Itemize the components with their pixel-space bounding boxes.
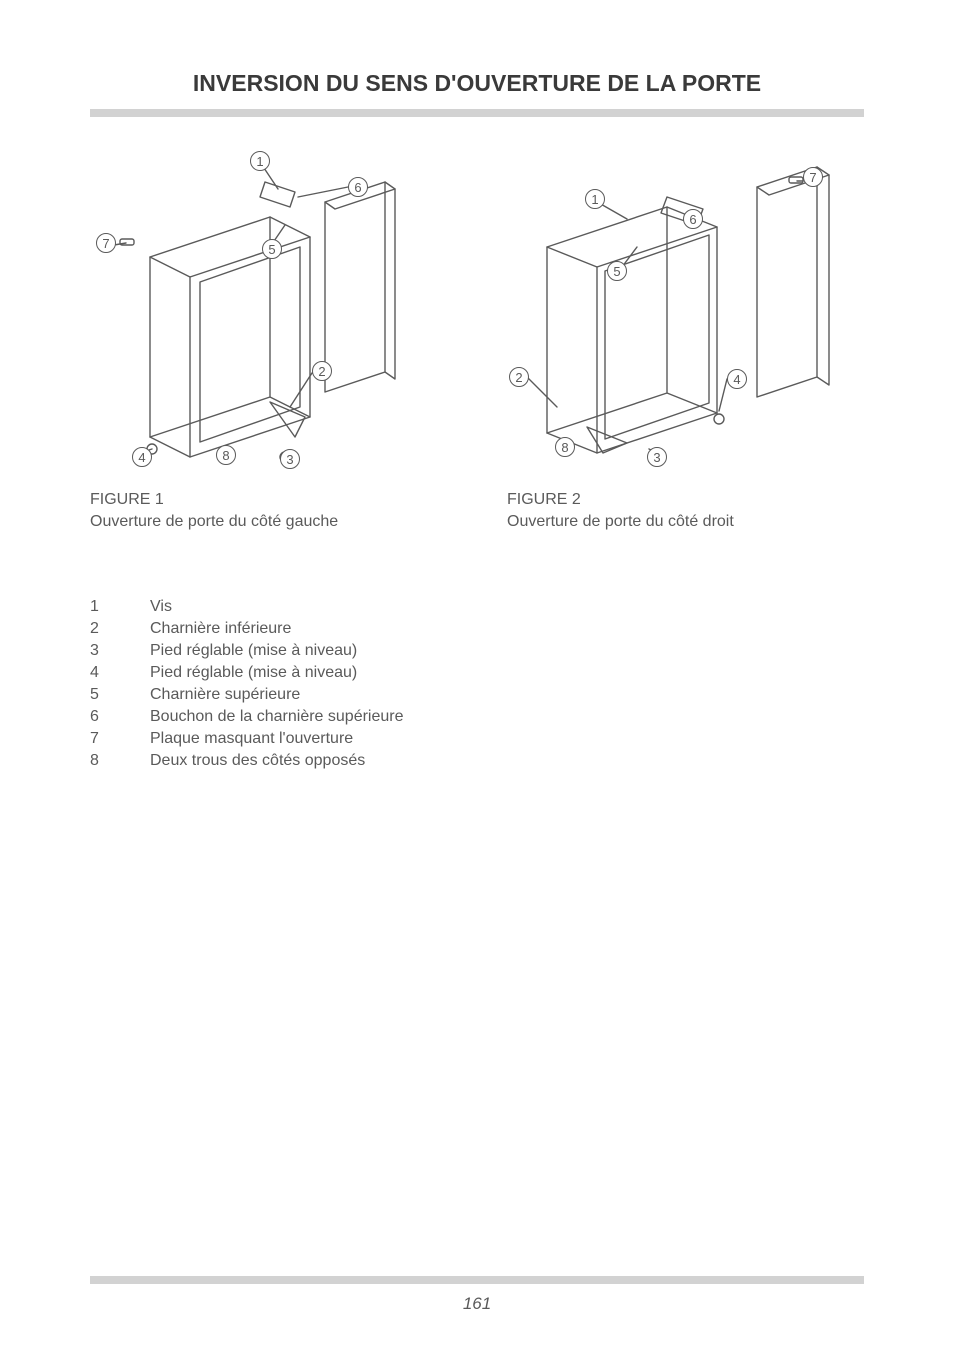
legend-row: 4Pied réglable (mise à niveau): [90, 662, 864, 684]
title-underline-bar: [90, 109, 864, 117]
parts-legend: 1Vis 2Charnière inférieure 3Pied réglabl…: [90, 596, 864, 773]
figure-2-label: FIGURE 2: [507, 489, 864, 511]
legend-num: 4: [90, 662, 150, 684]
legend-row: 8Deux trous des côtés opposés: [90, 750, 864, 772]
legend-label: Charnière inférieure: [150, 618, 291, 640]
legend-label: Bouchon de la charnière supérieure: [150, 706, 404, 728]
figure-2-caption-text: Ouverture de porte du côté droit: [507, 511, 864, 533]
legend-num: 8: [90, 750, 150, 772]
figure-2-column: 1 7 6 5 2 4 8 3 FIGURE 2 Ouverture de po…: [507, 147, 864, 534]
figure-2-svg: [507, 147, 847, 477]
page-title: INVERSION DU SENS D'OUVERTURE DE LA PORT…: [90, 70, 864, 97]
legend-label: Deux trous des côtés opposés: [150, 750, 365, 772]
legend-num: 1: [90, 596, 150, 618]
legend-row: 2Charnière inférieure: [90, 618, 864, 640]
figure-1-svg: [90, 147, 430, 477]
legend-num: 6: [90, 706, 150, 728]
legend-row: 6Bouchon de la charnière supérieure: [90, 706, 864, 728]
legend-row: 1Vis: [90, 596, 864, 618]
figure-1-diagram: 1 6 5 7 2 8 3 4: [90, 147, 430, 477]
figure-1-caption-text: Ouverture de porte du côté gauche: [90, 511, 447, 533]
figure-1-label: FIGURE 1: [90, 489, 447, 511]
legend-row: 7Plaque masquant l'ouverture: [90, 728, 864, 750]
figure-2-caption: FIGURE 2 Ouverture de porte du côté droi…: [507, 489, 864, 534]
legend-num: 5: [90, 684, 150, 706]
legend-row: 3Pied réglable (mise à niveau): [90, 640, 864, 662]
legend-num: 7: [90, 728, 150, 750]
legend-label: Plaque masquant l'ouverture: [150, 728, 353, 750]
legend-num: 2: [90, 618, 150, 640]
legend-label: Vis: [150, 596, 172, 618]
figure-1-caption: FIGURE 1 Ouverture de porte du côté gauc…: [90, 489, 447, 534]
legend-label: Pied réglable (mise à niveau): [150, 640, 357, 662]
legend-row: 5Charnière supérieure: [90, 684, 864, 706]
figures-row: 1 6 5 7 2 8 3 4 FIGURE 1 Ouverture de po…: [90, 147, 864, 534]
footer-bar: [90, 1276, 864, 1284]
legend-num: 3: [90, 640, 150, 662]
figure-2-diagram: 1 7 6 5 2 4 8 3: [507, 147, 847, 477]
figure-1-column: 1 6 5 7 2 8 3 4 FIGURE 1 Ouverture de po…: [90, 147, 447, 534]
page-number: 161: [0, 1294, 954, 1314]
legend-label: Charnière supérieure: [150, 684, 300, 706]
legend-label: Pied réglable (mise à niveau): [150, 662, 357, 684]
